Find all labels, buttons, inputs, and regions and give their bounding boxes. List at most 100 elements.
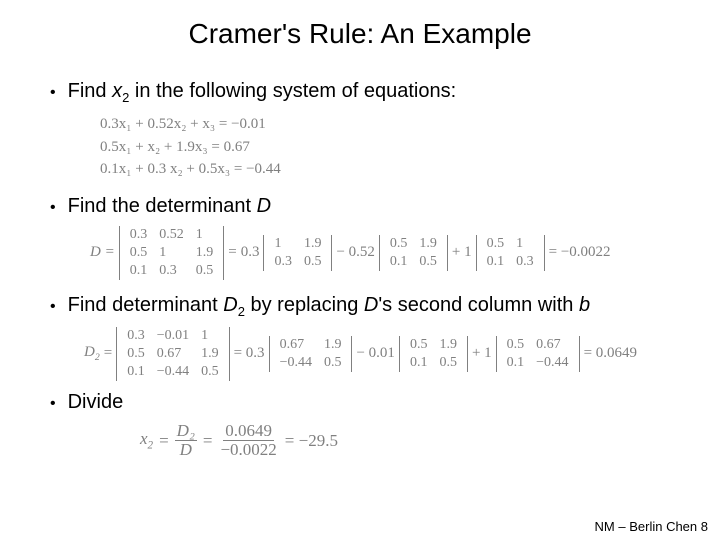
cell: 1 [195, 327, 225, 345]
cell: 1.9 [298, 235, 328, 253]
det-matrix: 0.30.521 0.511.9 0.10.30.5 [119, 226, 225, 280]
var-D: D [223, 294, 237, 316]
cell: 1.9 [433, 336, 463, 354]
fraction-symbolic: D₂ D [175, 422, 197, 460]
cell: 0.5 [195, 363, 225, 381]
page-title: Cramer's Rule: An Example [40, 18, 680, 50]
var-x: x [140, 429, 148, 448]
cell: 0.1 [501, 354, 531, 372]
bullet-3-text: Find determinant D2 by replacing D's sec… [68, 294, 680, 319]
eq-row: 0.5x₁ + x₂ + 1.9x₃ = 0.67 [100, 136, 680, 159]
minor-1: 11.9 0.30.5 [263, 235, 332, 271]
cell: 1.9 [318, 336, 348, 354]
cell: 0.3 [124, 226, 154, 244]
slide-container: Cramer's Rule: An Example • Find x2 in t… [0, 0, 720, 540]
minor-2: 0.51.9 0.10.5 [399, 336, 468, 372]
eq-row: 0.1x₁ + 0.3 x₂ + 0.5x₃ = −0.44 [100, 158, 680, 181]
cell: −0.01 [151, 327, 195, 345]
cell: 0.5 [413, 253, 443, 271]
var-x: x [112, 80, 122, 102]
sub-2: 2 [95, 352, 100, 363]
cell: 0.3 [510, 253, 540, 271]
determinant-D2: D2 = 0.3−0.011 0.50.671.9 0.1−0.440.5 = … [84, 327, 680, 381]
bullet-1-text: Find x2 in the following system of equat… [68, 80, 680, 105]
system-equations: 0.3x₁ + 0.52x₂ + x₃ = −0.01 0.5x₁ + x₂ +… [100, 113, 680, 181]
cell: 1 [268, 235, 298, 253]
cell: 0.67 [274, 336, 318, 354]
cell: 0.67 [151, 345, 195, 363]
eq: = [159, 431, 169, 451]
text: by replacing [245, 294, 364, 316]
minor-3: 0.50.67 0.1−0.44 [496, 336, 580, 372]
denominator: −0.0022 [218, 441, 278, 460]
numerator: 0.0649 [223, 422, 274, 442]
cell: 0.5 [481, 235, 511, 253]
cell: 0.5 [298, 253, 328, 271]
bullet-dot: • [50, 199, 56, 217]
cell: 0.5 [433, 354, 463, 372]
coef: = 0.3 [234, 345, 265, 362]
cell: 0.5 [121, 345, 151, 363]
cell: 1.9 [413, 235, 443, 253]
cell: 1 [190, 226, 220, 244]
eq: = [104, 345, 112, 362]
final-division: x2 = D₂ D = 0.0649 −0.0022 = −29.5 [140, 422, 680, 460]
op: + 1 [452, 244, 472, 261]
cell: 1.9 [195, 345, 225, 363]
lhs: D = [90, 244, 115, 261]
op: − 0.01 [356, 345, 394, 362]
minor-1: 0.671.9 −0.440.5 [269, 336, 353, 372]
cell: 0.5 [501, 336, 531, 354]
var-b: b [579, 294, 590, 316]
bullet-1: • Find x2 in the following system of equ… [50, 80, 680, 105]
eq-row: 0.3x₁ + 0.52x₂ + x₃ = −0.01 [100, 113, 680, 136]
text: Find determinant [68, 294, 224, 316]
cell: 0.1 [124, 262, 154, 280]
bullet-2-text: Find the determinant D [68, 195, 680, 218]
cell: 0.1 [121, 363, 151, 381]
op: + 1 [472, 345, 492, 362]
cell: 0.5 [190, 262, 220, 280]
text: 's second column with [378, 294, 579, 316]
text: Find [68, 80, 112, 102]
minor-2: 0.51.9 0.10.5 [379, 235, 448, 271]
text: in the following system of equations: [129, 80, 456, 102]
cell: 0.3 [121, 327, 151, 345]
minor-3: 0.51 0.10.3 [476, 235, 545, 271]
cell: 0.5 [124, 244, 154, 262]
op: − 0.52 [336, 244, 374, 261]
bullet-4: • Divide [50, 391, 680, 414]
cell: 0.5 [404, 336, 434, 354]
cell: 0.1 [481, 253, 511, 271]
denominator: D [178, 441, 194, 460]
numerator: D₂ [175, 422, 197, 442]
cell: 0.3 [268, 253, 298, 271]
cell: 0.67 [530, 336, 574, 354]
sub-2: 2 [238, 304, 245, 319]
cell: 0.1 [404, 354, 434, 372]
cell: 0.3 [153, 262, 190, 280]
lhs: D2 [84, 344, 100, 363]
slide-footer: NM – Berlin Chen 8 [595, 519, 708, 534]
bullet-dot: • [50, 84, 56, 102]
bullet-4-text: Divide [68, 391, 680, 414]
cell: 1.9 [190, 244, 220, 262]
bullet-dot: • [50, 395, 56, 413]
result: = 0.0649 [584, 345, 637, 362]
cell: −0.44 [530, 354, 574, 372]
cell: 0.5 [384, 235, 414, 253]
op: = [228, 244, 236, 261]
cell: 0.52 [153, 226, 190, 244]
cell: 0.1 [384, 253, 414, 271]
cell: 0.5 [318, 354, 348, 372]
eq: = [203, 431, 213, 451]
determinant-D: D = 0.30.521 0.511.9 0.10.30.5 = 0.3 11.… [90, 226, 680, 280]
var-D: D [257, 195, 271, 217]
var-D: D [364, 294, 378, 316]
coef: 0.3 [241, 244, 260, 261]
result: = −0.0022 [549, 244, 611, 261]
det-matrix-2: 0.3−0.011 0.50.671.9 0.1−0.440.5 [116, 327, 229, 381]
text: Find the determinant [68, 195, 257, 217]
cell: 1 [510, 235, 540, 253]
cell: −0.44 [151, 363, 195, 381]
